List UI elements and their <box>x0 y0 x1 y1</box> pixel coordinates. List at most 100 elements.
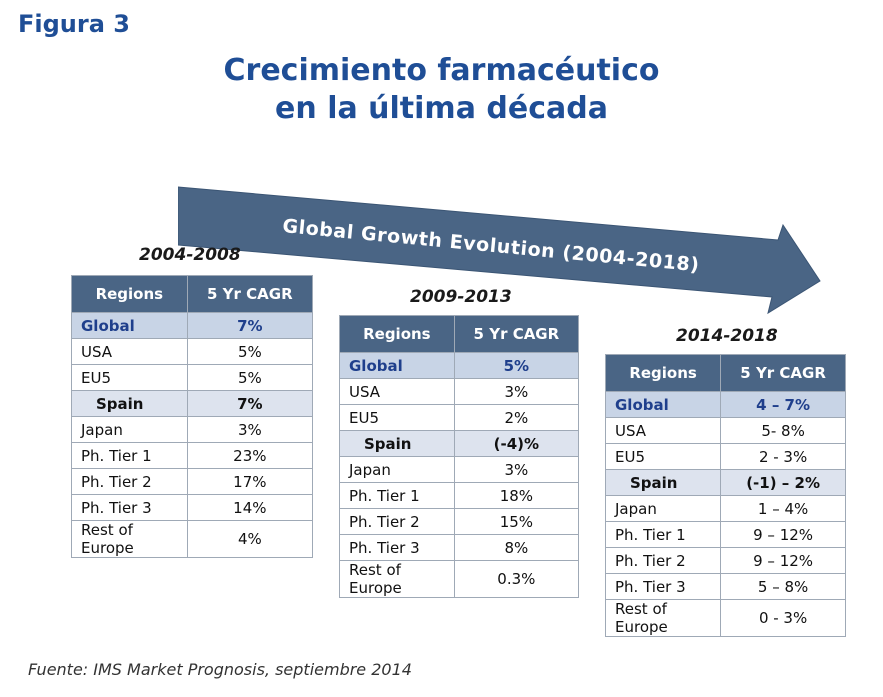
region-cell: Ph. Tier 2 <box>604 547 722 574</box>
table-row: Ph. Tier 3 8% <box>339 534 580 561</box>
page-title: Crecimiento farmacéutico en la última dé… <box>0 52 883 128</box>
cagr-cell: 17% <box>186 468 314 495</box>
cagr-cell: 18% <box>453 482 580 509</box>
title-line-1: Crecimiento farmacéutico <box>223 53 660 88</box>
region-cell: USA <box>71 338 188 365</box>
cagr-table-2009-2013: Regions 5 Yr CAGR Global 5% USA 3% EU5 2% Spain(… <box>339 315 580 598</box>
cagr-cell: 7% <box>186 390 314 417</box>
region-cell: Rest of Europe <box>71 520 188 558</box>
table-row: EU5 2 - 3% <box>604 443 846 470</box>
region-cell: Ph. Tier 1 <box>604 521 722 548</box>
header-cagr: 5 Yr CAGR <box>453 315 580 353</box>
header-regions: Regions <box>71 275 188 313</box>
growth-arrow-shape <box>178 186 821 315</box>
period-label-2: 2009-2013 <box>410 287 512 307</box>
source-note: Fuente: IMS Market Prognosis, septiembre… <box>28 660 412 679</box>
table-row: Ph. Tier 1 23% <box>71 442 314 469</box>
period-label-3: 2014-2018 <box>676 326 778 346</box>
cagr-cell: (-4)% <box>453 430 580 457</box>
table-row: Ph. Tier 3 14% <box>71 494 314 521</box>
region-cell: USA <box>339 378 455 405</box>
region-cell: EU5 <box>71 364 188 391</box>
table-row: Ph. Tier 2 17% <box>71 468 314 495</box>
region-cell: Ph. Tier 3 <box>71 494 188 521</box>
table-row: EU5 2% <box>339 404 580 431</box>
cagr-table-2004-2008: Regions 5 Yr CAGR Global 7% USA 5% EU5 5% Spain 7… <box>71 275 314 558</box>
region-cell: Spain <box>604 469 722 496</box>
region-cell: Ph. Tier 1 <box>339 482 455 509</box>
cagr-cell: 5% <box>453 352 580 379</box>
header-regions: Regions <box>604 354 722 392</box>
region-cell: Ph. Tier 3 <box>339 534 455 561</box>
header-regions: Regions <box>339 315 455 353</box>
table-row: Rest of Europe 0 - 3% <box>604 599 846 637</box>
table-row: Ph. Tier 1 18% <box>339 482 580 509</box>
table-row: USA 5% <box>71 338 314 365</box>
table-row: USA 3% <box>339 378 580 405</box>
growth-arrow: Global Growth Evolution (2004-2018) <box>178 186 821 315</box>
cagr-cell: 0.3% <box>453 560 580 598</box>
table-row: Global 7% <box>71 312 314 339</box>
table-row: Japan 3% <box>71 416 314 443</box>
table-row: USA 5- 8% <box>604 417 846 444</box>
region-cell: Spain <box>71 390 188 417</box>
cagr-cell: 5 – 8% <box>720 573 846 600</box>
region-cell: Japan <box>71 416 188 443</box>
region-cell: Ph. Tier 1 <box>71 442 188 469</box>
cagr-cell: 3% <box>453 456 580 483</box>
table-row: Spain (-4)% <box>339 430 580 457</box>
period-label-1: 2004-2008 <box>139 245 241 265</box>
table-header-row: Regions 5 Yr CAGR <box>71 275 314 313</box>
table-row: Rest of Europe 0.3% <box>339 560 580 598</box>
cagr-cell: 7% <box>186 312 314 339</box>
figure-label: Figura 3 <box>18 10 130 38</box>
header-cagr: 5 Yr CAGR <box>720 354 846 392</box>
region-cell: Ph. Tier 2 <box>339 508 455 535</box>
cagr-cell: 2% <box>453 404 580 431</box>
cagr-cell: 9 – 12% <box>720 547 846 574</box>
table-header-row: Regions 5 Yr CAGR <box>339 315 580 353</box>
cagr-cell: 4 – 7% <box>720 391 846 418</box>
cagr-cell: 3% <box>453 378 580 405</box>
cagr-cell: 3% <box>186 416 314 443</box>
region-cell: Spain <box>339 430 455 457</box>
table-row: Rest of Europe 4% <box>71 520 314 558</box>
region-cell: USA <box>604 417 722 444</box>
cagr-cell: 1 – 4% <box>720 495 846 522</box>
table-row: Japan 1 – 4% <box>604 495 846 522</box>
table-row: Global 5% <box>339 352 580 379</box>
table-row: Japan 3% <box>339 456 580 483</box>
region-cell: EU5 <box>604 443 722 470</box>
table-row: EU5 5% <box>71 364 314 391</box>
region-cell: Japan <box>339 456 455 483</box>
region-cell: Global <box>71 312 188 339</box>
table-row: Spain 7% <box>71 390 314 417</box>
cagr-cell: 0 - 3% <box>720 599 846 637</box>
cagr-table-2014-2018: Regions 5 Yr CAGR Global 4 – 7% USA 5- 8% EU5 2… <box>604 354 846 637</box>
region-cell: Ph. Tier 3 <box>604 573 722 600</box>
cagr-cell: 4% <box>186 520 314 558</box>
table-row: Spain (-1) – 2% <box>604 469 846 496</box>
cagr-cell: 8% <box>453 534 580 561</box>
region-cell: Rest of Europe <box>339 560 455 598</box>
table-header-row: Regions 5 Yr CAGR <box>604 354 846 392</box>
header-cagr: 5 Yr CAGR <box>186 275 314 313</box>
cagr-cell: 15% <box>453 508 580 535</box>
title-line-2: en la última década <box>275 91 608 126</box>
cagr-cell: 5- 8% <box>720 417 846 444</box>
region-cell: Rest of Europe <box>604 599 722 637</box>
table-row: Global 4 – 7% <box>604 391 846 418</box>
region-cell: Global <box>339 352 455 379</box>
cagr-cell: 14% <box>186 494 314 521</box>
cagr-cell: 2 - 3% <box>720 443 846 470</box>
cagr-cell: 9 – 12% <box>720 521 846 548</box>
region-cell: Ph. Tier 2 <box>71 468 188 495</box>
region-cell: EU5 <box>339 404 455 431</box>
table-row: Ph. Tier 2 15% <box>339 508 580 535</box>
cagr-cell: (-1) – 2% <box>720 469 846 496</box>
cagr-cell: 23% <box>186 442 314 469</box>
region-cell: Global <box>604 391 722 418</box>
